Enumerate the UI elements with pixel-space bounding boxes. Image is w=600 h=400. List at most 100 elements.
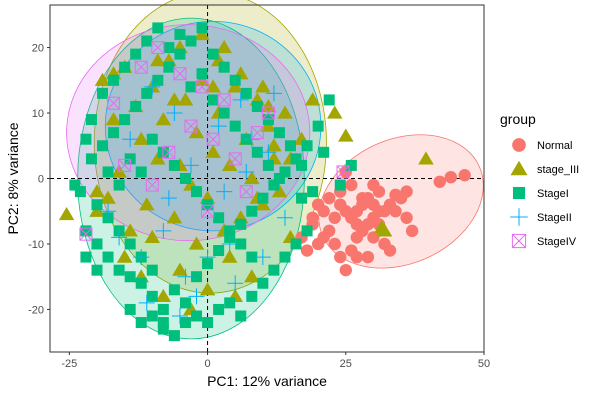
- data-point-stagei: [146, 310, 158, 322]
- data-point-stage-iii: [199, 282, 216, 296]
- data-point-stageiv: [145, 178, 159, 192]
- x-axis: -25 0 25 50: [61, 352, 490, 370]
- data-point-stage-iii: [150, 53, 166, 67]
- data-point-stage-iii: [227, 79, 243, 93]
- data-point-normal: [311, 237, 325, 251]
- data-point-stagei: [213, 303, 225, 315]
- confidence-ellipse-stageiv: [66, 24, 311, 242]
- data-point-stagei: [174, 28, 186, 40]
- data-point-stage-iii: [105, 112, 122, 126]
- data-point-stagei: [124, 303, 136, 315]
- data-point-stagei: [196, 68, 208, 80]
- data-point-stageiv: [336, 165, 350, 179]
- data-point-stagei: [246, 290, 258, 302]
- data-point-stagei: [257, 277, 269, 289]
- data-point-stagei: [135, 277, 147, 289]
- data-point-stage-iii: [172, 262, 188, 276]
- data-point-stagei: [296, 192, 308, 204]
- data-point-normal: [328, 211, 341, 224]
- data-point-stageii: [188, 288, 205, 305]
- data-point-stagei: [146, 264, 158, 276]
- data-point-stageii: [111, 229, 128, 246]
- y-axis: -20 -10 0 10 20: [28, 43, 50, 316]
- data-point-stageii: [166, 105, 183, 122]
- data-point-stagei: [191, 310, 203, 322]
- data-point-stagei: [108, 74, 120, 86]
- legend-key-stageiv: [511, 233, 527, 249]
- points-layer: [58, 22, 471, 342]
- data-point-stage-iii: [58, 207, 75, 221]
- data-point-normal: [361, 250, 375, 264]
- data-point-stagei: [124, 153, 136, 165]
- legend-label-stageii: StageII: [537, 212, 572, 224]
- data-point-stagei: [179, 317, 191, 329]
- data-point-stagei: [218, 61, 230, 73]
- data-point-stagei: [80, 251, 92, 263]
- data-point-normal: [367, 231, 380, 244]
- data-point-stagei: [202, 317, 214, 329]
- data-point-stage-iii: [122, 223, 138, 237]
- data-point-stagei: [168, 330, 180, 342]
- data-point-stage-iii: [155, 112, 172, 126]
- data-point-stageii: [227, 275, 244, 292]
- data-point-stage-iii: [166, 92, 183, 106]
- data-point-stagei: [207, 48, 219, 60]
- data-point-stagei: [179, 173, 191, 184]
- data-point-stagei: [124, 271, 136, 283]
- y-axis-title: PC2: 8% variance: [5, 122, 21, 234]
- data-point-stagei: [235, 310, 247, 322]
- data-point-stagei: [191, 271, 203, 283]
- x-tick-label: 25: [340, 358, 352, 370]
- data-point-stageii: [155, 222, 172, 239]
- data-point-stagei: [174, 48, 186, 60]
- data-point-stagei: [207, 94, 219, 106]
- data-point-stagei: [152, 74, 164, 86]
- data-point-stagei: [251, 146, 263, 158]
- data-point-stagei: [163, 61, 175, 73]
- data-point-stageiv: [250, 126, 264, 140]
- data-point-stagei: [168, 159, 180, 171]
- data-point-stageii: [177, 268, 194, 285]
- data-point-stagei: [141, 87, 153, 99]
- data-point-stageiv: [134, 60, 148, 74]
- data-point-stagei: [146, 290, 158, 302]
- data-point-stageii: [171, 307, 188, 324]
- data-point-stageiv: [151, 41, 165, 55]
- data-point-stage-iii: [244, 269, 260, 283]
- data-point-stagei: [257, 192, 269, 204]
- data-point-stageiv: [195, 80, 209, 94]
- data-point-stagei: [273, 173, 285, 184]
- data-point-stage-iii: [94, 72, 111, 86]
- data-point-normal: [458, 169, 471, 182]
- data-point-normal: [356, 191, 369, 205]
- data-point-stagei: [196, 22, 208, 34]
- data-point-stageiv: [228, 152, 242, 166]
- data-point-stageii: [216, 183, 233, 200]
- y-tick-label: 0: [38, 174, 44, 186]
- y-tick-label: -20: [28, 304, 44, 316]
- x-tick-label: 50: [478, 358, 490, 370]
- data-point-normal: [383, 244, 397, 257]
- data-point-stagei: [185, 81, 197, 93]
- data-point-stageii: [232, 91, 249, 108]
- data-point-stageiv: [118, 158, 132, 172]
- data-point-stageii: [160, 190, 177, 207]
- data-point-stagei: [119, 114, 131, 126]
- data-point-stagei: [224, 225, 236, 237]
- data-point-stagei: [334, 179, 346, 191]
- data-point-stage-iii: [205, 79, 221, 93]
- data-point-stagei: [235, 238, 247, 250]
- data-point-stagei: [246, 205, 258, 217]
- data-point-stage-iii: [304, 92, 321, 106]
- data-point-stageii: [238, 163, 255, 180]
- data-point-stagei: [97, 87, 109, 99]
- data-point-stage-iii: [133, 131, 149, 145]
- data-point-stageii: [210, 118, 227, 135]
- data-point-stage-iii: [144, 229, 161, 244]
- data-point-stage-iii: [277, 105, 293, 119]
- data-point-normal: [306, 211, 319, 224]
- data-point-stagei: [318, 146, 330, 158]
- legend-label-stage-iii: stage_III: [537, 164, 579, 176]
- data-point-stagei: [74, 186, 86, 198]
- data-point-normal: [339, 263, 352, 277]
